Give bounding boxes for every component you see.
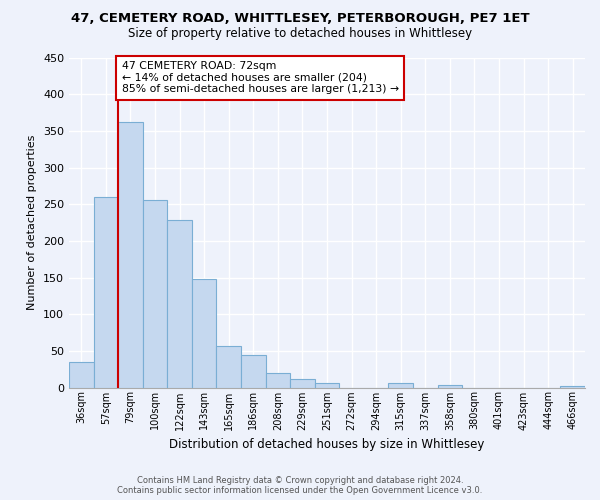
Bar: [143, 200, 167, 388]
Text: Contains HM Land Registry data © Crown copyright and database right 2024.
Contai: Contains HM Land Registry data © Crown c…: [118, 476, 482, 495]
Bar: [315, 383, 339, 388]
Bar: [266, 373, 290, 388]
Bar: [437, 386, 462, 388]
Bar: [241, 354, 266, 388]
Text: Size of property relative to detached houses in Whittlesey: Size of property relative to detached ho…: [128, 28, 472, 40]
Text: 47, CEMETERY ROAD, WHITTLESEY, PETERBOROUGH, PE7 1ET: 47, CEMETERY ROAD, WHITTLESEY, PETERBORO…: [71, 12, 529, 26]
Text: 47 CEMETERY ROAD: 72sqm
← 14% of detached houses are smaller (204)
85% of semi-d: 47 CEMETERY ROAD: 72sqm ← 14% of detache…: [122, 61, 399, 94]
Y-axis label: Number of detached properties: Number of detached properties: [28, 135, 37, 310]
Bar: [167, 220, 192, 388]
Bar: [94, 197, 118, 388]
Bar: [290, 378, 315, 388]
Bar: [118, 122, 143, 388]
Bar: [69, 362, 94, 388]
Bar: [217, 346, 241, 388]
Bar: [560, 386, 585, 388]
Bar: [192, 279, 217, 388]
Bar: [388, 383, 413, 388]
X-axis label: Distribution of detached houses by size in Whittlesey: Distribution of detached houses by size …: [169, 438, 485, 451]
